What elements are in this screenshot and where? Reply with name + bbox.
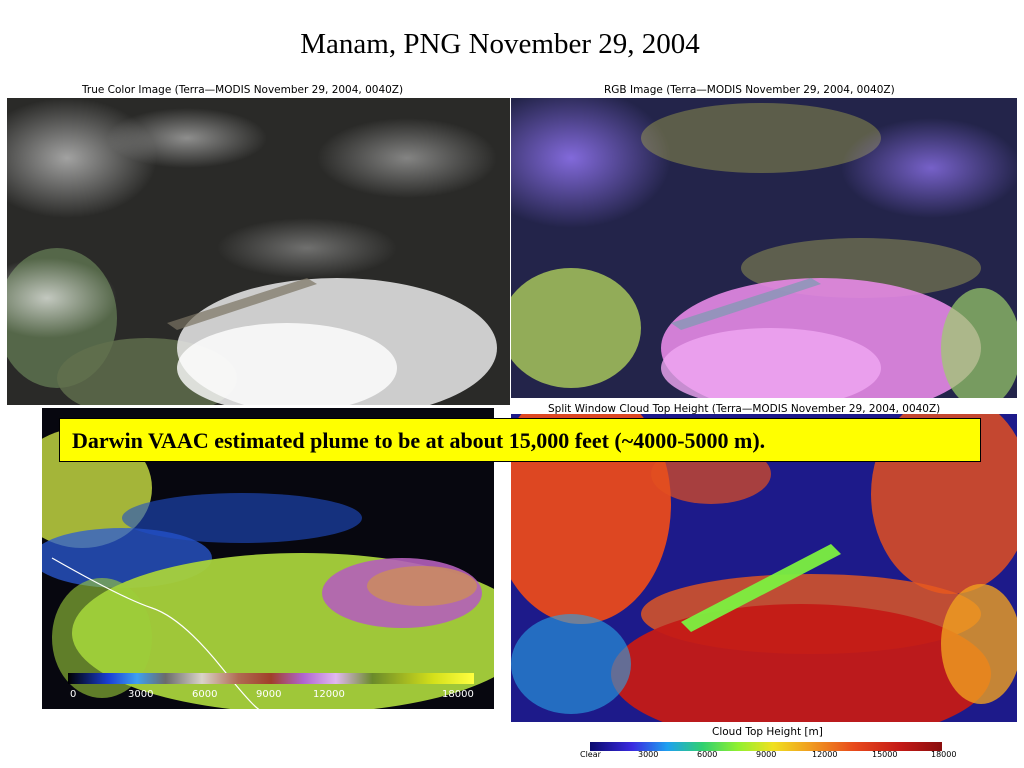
right-scale-tick-6000: 6000 xyxy=(697,750,718,759)
split-window-caption: Split Window Cloud Top Height (Terra—MOD… xyxy=(548,403,941,415)
left-color-scale-bar xyxy=(68,673,474,684)
left-scale-tick-6000: 6000 xyxy=(192,689,218,700)
right-scale-tick-clear: Clear xyxy=(580,750,601,759)
left-scale-tick-18000: 18000 xyxy=(442,689,474,700)
left-scale-tick-3000: 3000 xyxy=(128,689,154,700)
right-scale-tick-3000: 3000 xyxy=(638,750,659,759)
rgb-image xyxy=(511,98,1017,398)
right-scale-tick-18000: 18000 xyxy=(931,750,957,759)
rgb-caption: RGB Image (Terra—MODIS November 29, 2004… xyxy=(604,84,895,96)
slide-title: Manam, PNG November 29, 2004 xyxy=(300,28,700,60)
left-scale-tick-0: 0 xyxy=(70,689,77,700)
right-scale-tick-9000: 9000 xyxy=(756,750,777,759)
split-window-image xyxy=(511,414,1017,722)
true-color-caption: True Color Image (Terra—MODIS November 2… xyxy=(82,84,404,96)
left-scale-tick-9000: 9000 xyxy=(256,689,282,700)
true-color-image xyxy=(7,98,510,405)
right-scale-tick-12000: 12000 xyxy=(812,750,838,759)
left-scale-tick-12000: 12000 xyxy=(313,689,345,700)
vaac-estimate-callout: Darwin VAAC estimated plume to be at abo… xyxy=(59,418,981,462)
right-color-scale-bar xyxy=(590,738,942,751)
right-scale-title: Cloud Top Height [m] xyxy=(712,726,823,738)
right-scale-tick-15000: 15000 xyxy=(872,750,898,759)
